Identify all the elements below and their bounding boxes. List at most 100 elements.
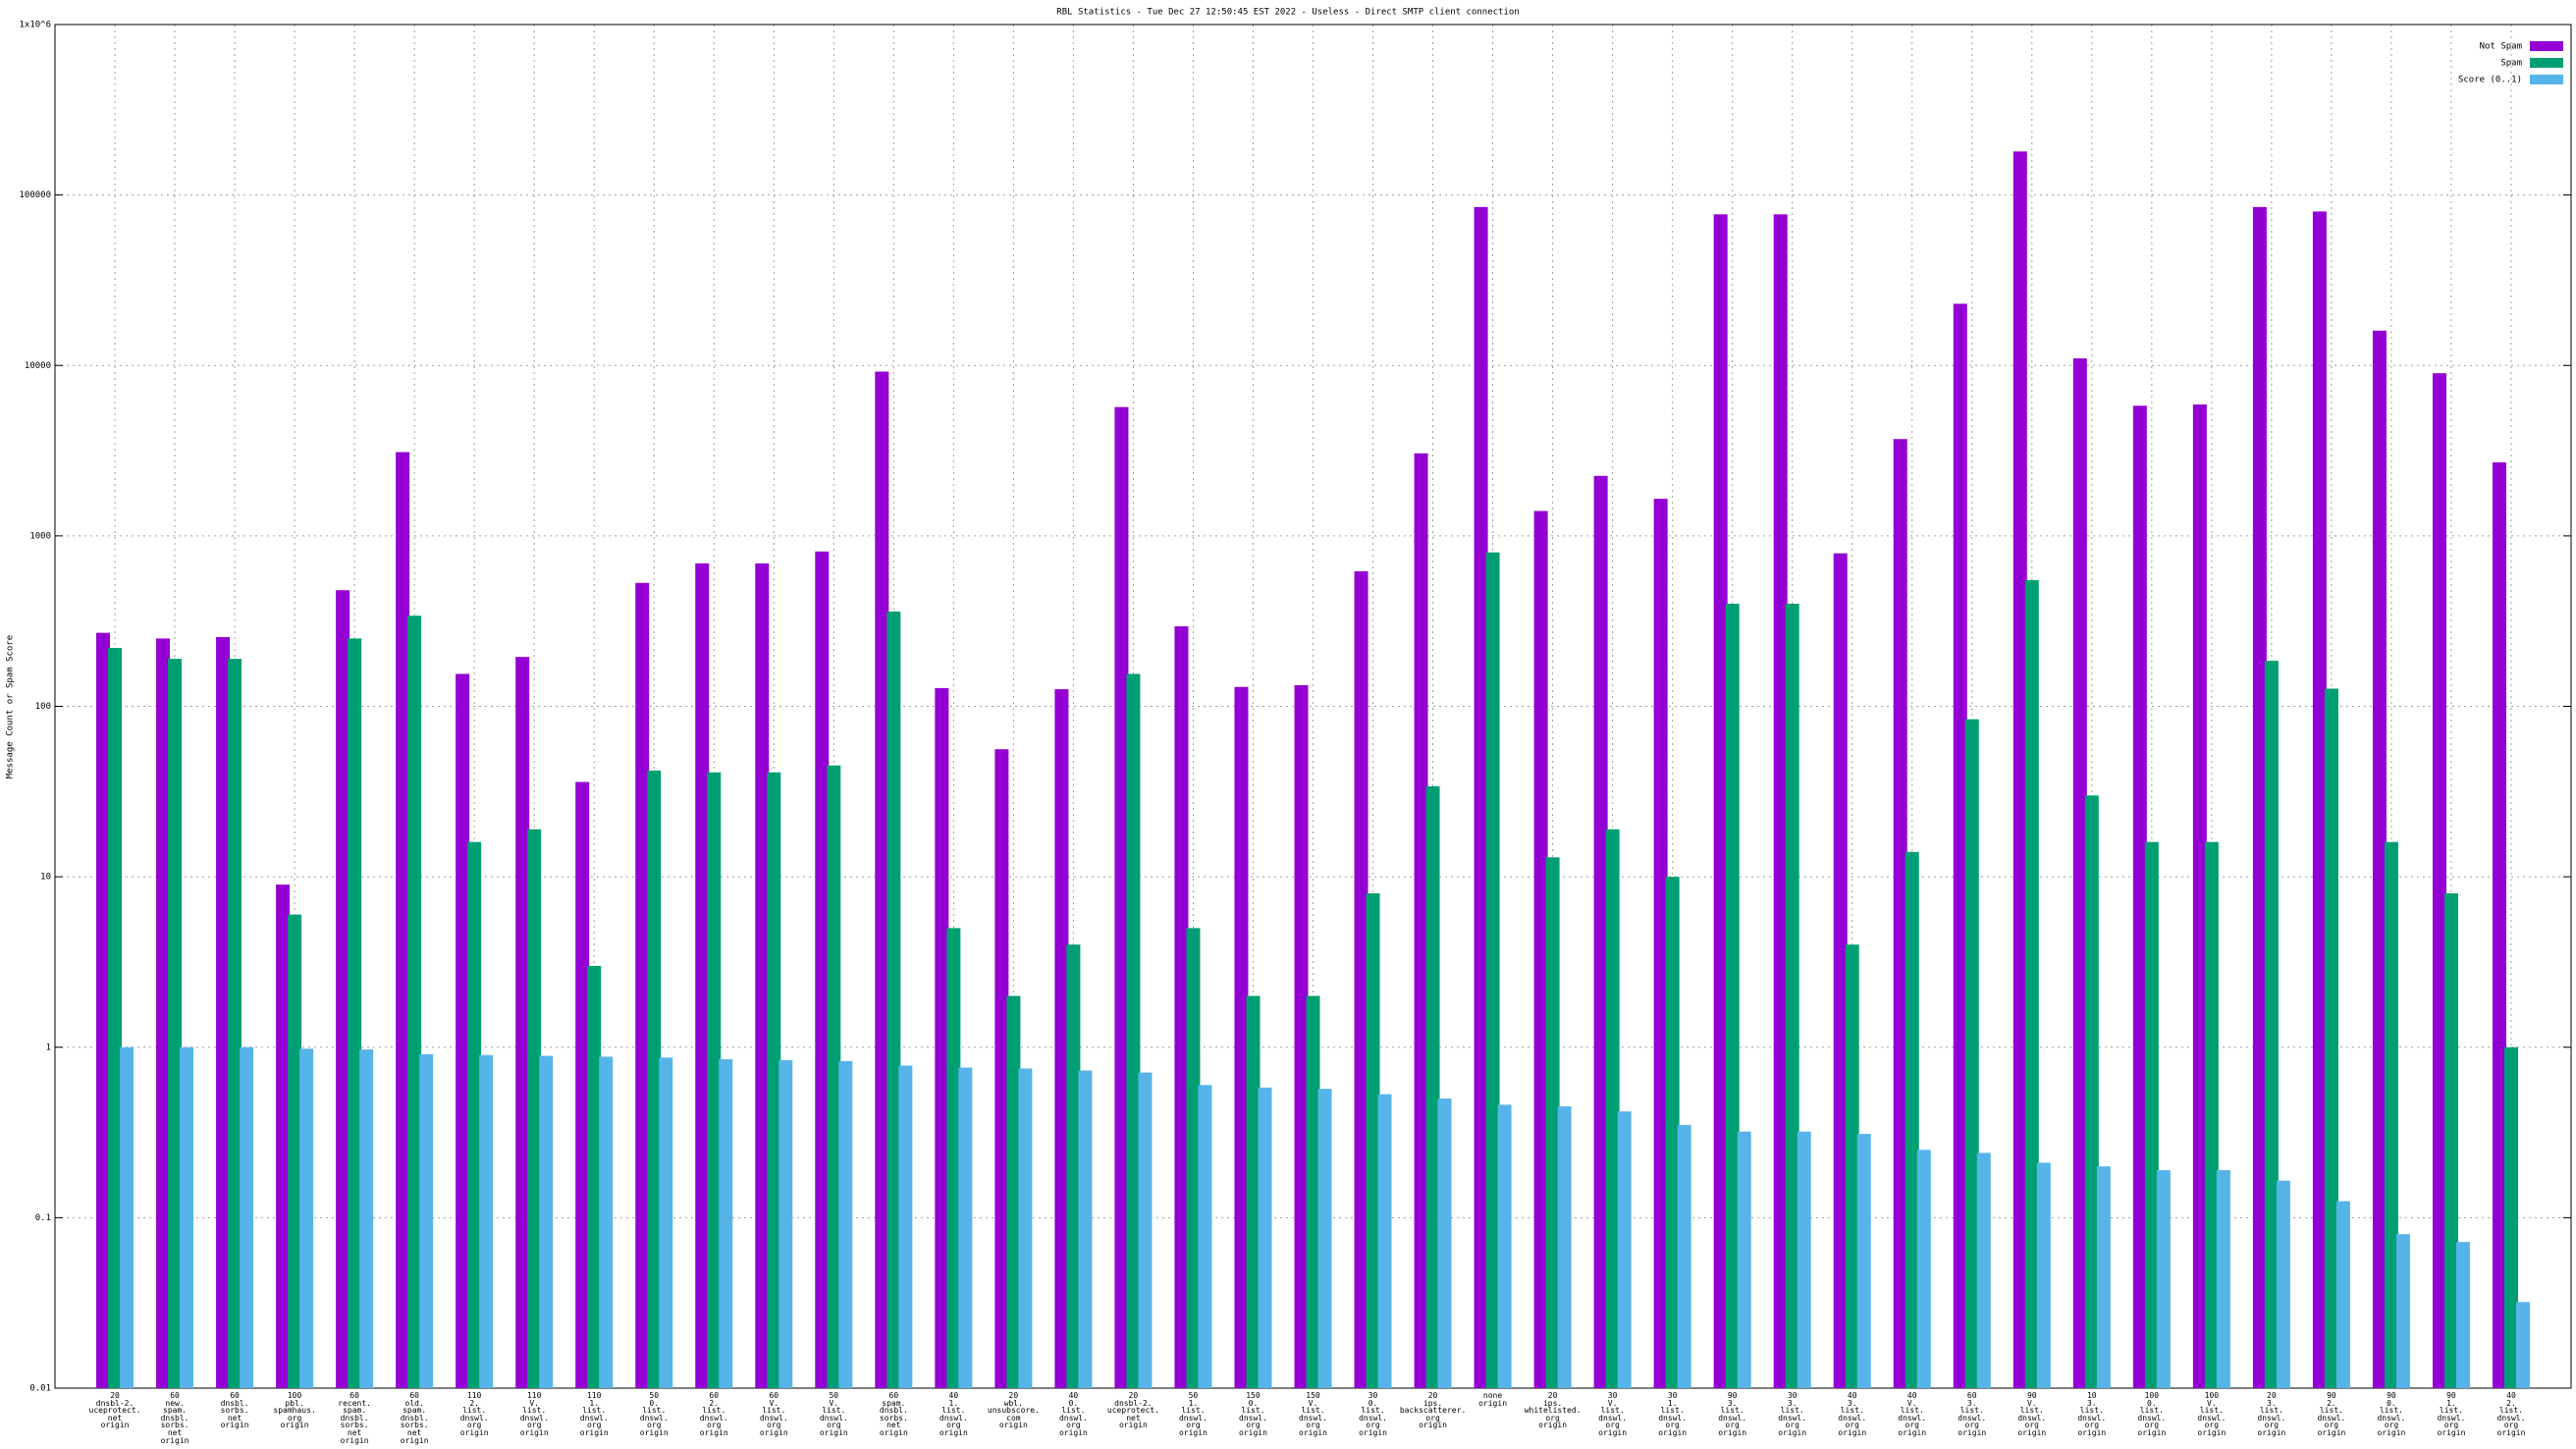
bar [1474,206,1488,1388]
bar [348,638,362,1388]
bar [539,1055,554,1388]
x-tick-label: 100 pbl. spamhaus. org origin [273,1391,316,1430]
bar [827,765,841,1388]
y-axis-label: Message Count or Spam Score [6,635,16,778]
x-tick-label: 90 0. list. dnswl. org origin [2377,1391,2406,1437]
bar [1785,603,1799,1388]
bar [407,616,422,1388]
bar [156,638,171,1388]
y-tick-label: 1x10^6 [19,21,51,30]
bar [336,590,350,1388]
bar [1653,499,1668,1388]
bar [575,781,590,1388]
bar [1557,1105,1572,1388]
bar [1725,603,1740,1388]
bar [2455,1242,2470,1388]
x-tick-label: 150 V. list. dnswl. org origin [1299,1391,1327,1437]
legend-swatch [2530,58,2563,68]
x-tick-label: 90 3. list. dnswl. org origin [1718,1391,1747,1437]
bar [1737,1131,1751,1388]
bar [1856,1134,1871,1388]
bar [587,965,602,1388]
bar [2312,211,2327,1388]
x-tick-label: 60 recent. spam. dnsbl. sorbs. net origi… [338,1391,371,1445]
bar [1425,785,1440,1388]
bar [1114,406,1129,1388]
bar [898,1065,913,1388]
x-tick-label: 20 wbl. unsubscore. com origin [987,1391,1040,1430]
bar [767,772,781,1388]
legend-label: Not Spam [2480,42,2522,52]
bar [2144,841,2159,1388]
x-tick-label: 20 ips. whitelisted. org origin [1524,1391,1582,1430]
x-tick-label: 30 1. list. dnswl. org origin [1658,1391,1688,1437]
x-tick-label: 60 3. list. dnswl. org origin [1958,1391,1987,1437]
bar [1497,1104,1512,1388]
bar [1545,857,1560,1388]
bar [2443,892,2458,1388]
bar [120,1046,134,1388]
bar [778,1059,793,1388]
bar [288,914,302,1388]
x-tick-label: none origin [1478,1391,1508,1408]
bar [479,1054,494,1388]
bar [2132,405,2147,1388]
bar [2156,1169,2171,1388]
x-tick-label: 10 3. list. dnswl. org origin [2077,1391,2107,1437]
x-tick-label: 110 V. list. dnswl. org origin [519,1391,549,1437]
bar [2096,1166,2111,1388]
bar [2216,1169,2230,1388]
legend-label: Score (0..1) [2458,76,2522,85]
x-tick-label: 40 0. list. dnswl. org origin [1058,1391,1088,1437]
bar [1018,1068,1033,1388]
bar [2384,841,2398,1388]
bar [1186,928,1201,1388]
x-tick-label: 50 0. list. dnswl. org origin [639,1391,669,1437]
chart-title: RBL Statistics - Tue Dec 27 12:50:45 EST… [1056,8,1519,18]
bar [1126,673,1141,1388]
y-tick-label: 0.1 [35,1213,51,1223]
bar [2503,1046,2518,1388]
x-tick-label: 60 dnsbl. sorbs. net origin [220,1391,249,1430]
bar [2276,1180,2290,1388]
bar [1485,552,1500,1388]
bar [2515,1302,2530,1388]
bar [108,648,123,1388]
bar [1294,684,1309,1388]
bar [396,452,410,1388]
y-tick-label: 10 [40,873,51,883]
x-tick-label: 60 2. list. dnswl. org origin [699,1391,728,1437]
bar [1797,1131,1811,1388]
bar [838,1060,853,1388]
bar [467,841,482,1388]
bar [1066,944,1081,1388]
bar [276,885,291,1388]
x-tick-label: 100 V. list. dnswl. org origin [2197,1391,2227,1437]
x-tick-label: 40 3. list. dnswl. org origin [1838,1391,1867,1437]
legend-label: Spam [2500,59,2522,69]
bar [515,657,530,1388]
bar [815,551,830,1388]
bar [1054,689,1069,1388]
x-tick-label: 90 V. list. dnswl. org origin [2017,1391,2047,1437]
bar [1138,1072,1153,1388]
bar [647,770,662,1388]
bar [180,1046,194,1388]
bar [2432,373,2446,1389]
bar [240,1046,254,1388]
bar [2395,1234,2410,1388]
x-tick-label: 110 1. list. dnswl. org origin [579,1391,609,1437]
x-tick-label: 150 0. list. dnswl. org origin [1239,1391,1267,1437]
bar [886,611,901,1388]
bar [719,1059,733,1388]
bar [2492,461,2506,1388]
bar [2192,404,2207,1388]
y-tick-label: 100000 [19,190,51,200]
bar [299,1048,314,1388]
x-tick-label: 30 3. list. dnswl. org origin [1778,1391,1807,1437]
bar [1953,303,1967,1388]
x-tick-label: 40 V. list. dnswl. org origin [1898,1391,1927,1437]
x-tick-label: 60 spam. dnsbl. sorbs. net origin [879,1391,908,1437]
x-tick-label: 60 new. spam. dnsbl. sorbs. net origin [160,1391,189,1445]
bar [1593,475,1608,1389]
